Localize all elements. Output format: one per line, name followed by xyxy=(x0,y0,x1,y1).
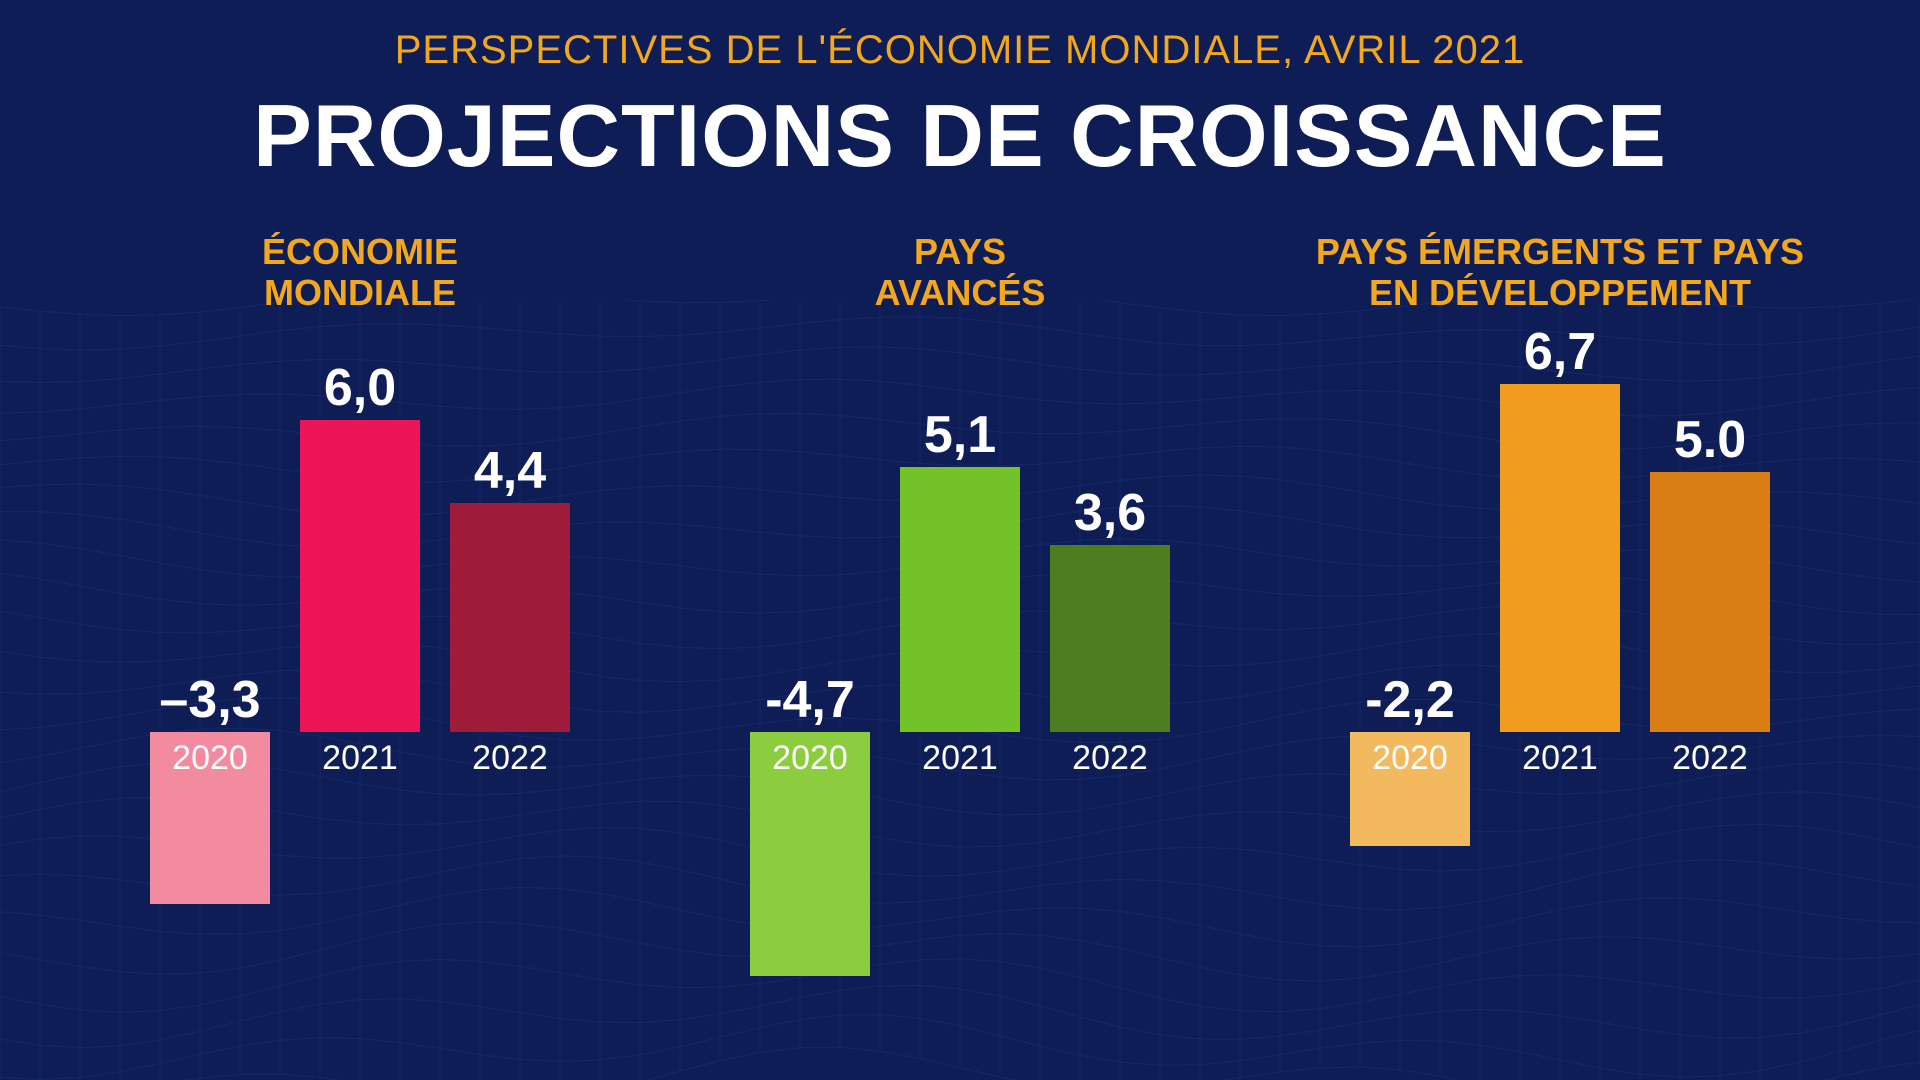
bar-year-emerging-2022: 2022 xyxy=(1650,739,1770,778)
bar-year-world-2020: 2020 xyxy=(150,739,270,778)
bar-value-world-2022: 4,4 xyxy=(410,441,610,501)
bar-emerging-2021 xyxy=(1500,384,1620,732)
charts-row: ÉCONOMIEMONDIALE–3,320206,020214,42022PA… xyxy=(0,227,1920,937)
bars-wrap-emerging: -2,220206,720215.02022 xyxy=(1330,337,1790,937)
chart-group-emerging: PAYS ÉMERGENTS ET PAYSEN DÉVELOPPEMENT -2… xyxy=(1280,227,1840,937)
bar-emerging-2022 xyxy=(1650,472,1770,732)
subtitle: PERSPECTIVES DE L'ÉCONOMIE MONDIALE, AVR… xyxy=(0,28,1920,73)
bar-value-emerging-2021: 6,7 xyxy=(1460,322,1660,382)
bar-value-advanced-2022: 3,6 xyxy=(1010,483,1210,543)
bar-world-2022 xyxy=(450,503,570,732)
group-title-world: ÉCONOMIEMONDIALE xyxy=(262,227,458,317)
group-title-emerging: PAYS ÉMERGENTS ET PAYSEN DÉVELOPPEMENT xyxy=(1316,227,1804,317)
bar-year-world-2022: 2022 xyxy=(450,739,570,778)
header: PERSPECTIVES DE L'ÉCONOMIE MONDIALE, AVR… xyxy=(0,0,1920,187)
bar-value-emerging-2020: -2,2 xyxy=(1310,670,1510,730)
bar-value-emerging-2022: 5.0 xyxy=(1610,410,1810,470)
bar-year-advanced-2020: 2020 xyxy=(750,739,870,778)
bar-value-world-2020: –3,3 xyxy=(110,670,310,730)
group-title-advanced: PAYSAVANCÉS xyxy=(875,227,1046,317)
chart-group-world: ÉCONOMIEMONDIALE –3,3 2020 6,0 2021 4,4 2022 xyxy=(80,227,640,937)
bar-value-advanced-2020: -4,7 xyxy=(710,670,910,730)
bar-advanced-2022 xyxy=(1050,545,1170,732)
bar-year-advanced-2022: 2022 xyxy=(1050,739,1170,778)
chart-group-advanced: PAYSAVANCÉS -4,7 2020 5,1 2021 3,6 2022 xyxy=(680,227,1240,937)
bar-year-emerging-2021: 2021 xyxy=(1500,739,1620,778)
bar-value-world-2021: 6,0 xyxy=(260,358,460,418)
bar-year-emerging-2020: 2020 xyxy=(1350,739,1470,778)
bar-value-advanced-2021: 5,1 xyxy=(860,405,1060,465)
bars-wrap-world: –3,320206,020214,42022 xyxy=(130,337,590,937)
bar-year-advanced-2021: 2021 xyxy=(900,739,1020,778)
bar-year-world-2021: 2021 xyxy=(300,739,420,778)
bar-world-2021 xyxy=(300,420,420,732)
bars-wrap-advanced: -4,720205,120213,62022 xyxy=(730,337,1190,937)
bar-advanced-2021 xyxy=(900,467,1020,732)
main-title: PROJECTIONS DE CROISSANCE xyxy=(0,85,1920,187)
